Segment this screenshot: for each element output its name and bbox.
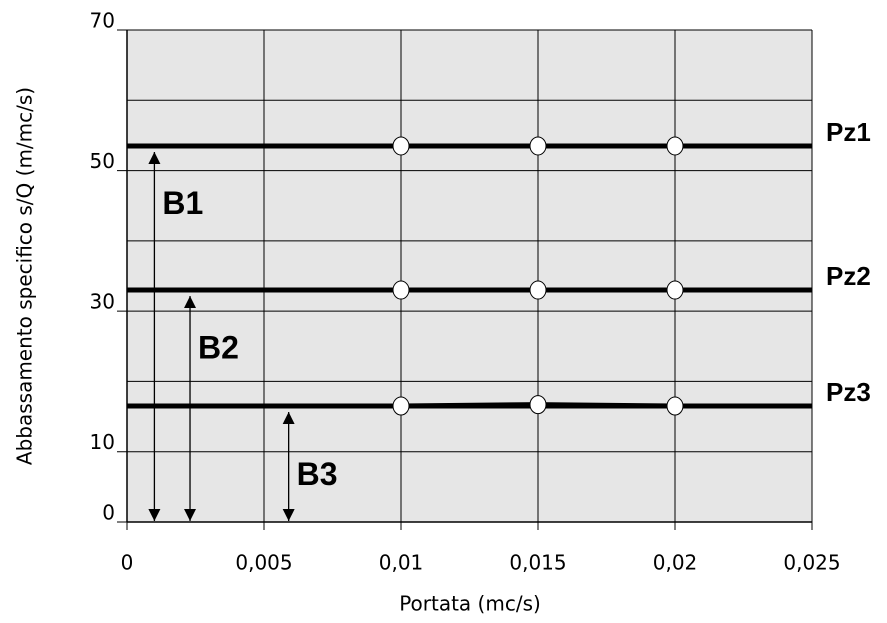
x-tick-label: 0,02 (653, 551, 698, 575)
x-tick-label: 0,005 (235, 551, 292, 575)
data-point (392, 396, 410, 416)
annotation: B3 (297, 456, 338, 492)
y-tick-label: 10 (90, 430, 115, 454)
y-tick-label: 30 (90, 290, 115, 314)
data-point (666, 280, 684, 300)
x-tick-label: 0 (121, 551, 134, 575)
data-point (392, 136, 410, 156)
y-tick-label: 0 (102, 501, 115, 525)
series-label: Pz3 (826, 377, 871, 407)
x-tick-label: 0,01 (379, 551, 424, 575)
y-tick-label: 50 (90, 149, 115, 173)
data-point (529, 395, 547, 415)
series-label: Pz1 (826, 117, 871, 147)
data-point (666, 396, 684, 416)
series-label: Pz2 (826, 261, 871, 291)
data-point (529, 136, 547, 156)
data-point (529, 280, 547, 300)
data-point (392, 280, 410, 300)
y-axis-label: Abbassamento specifico s/Q (m/mc/s) (13, 87, 37, 465)
y-tick-label: 70 (90, 9, 115, 33)
data-point (666, 136, 684, 156)
x-tick-label: 0,015 (509, 551, 566, 575)
annotation: B2 (198, 329, 239, 365)
plot-area (127, 30, 812, 522)
x-axis-label: Portata (mc/s) (399, 592, 541, 616)
x-tick-label: 0,025 (783, 551, 840, 575)
annotation: B1 (162, 185, 203, 221)
